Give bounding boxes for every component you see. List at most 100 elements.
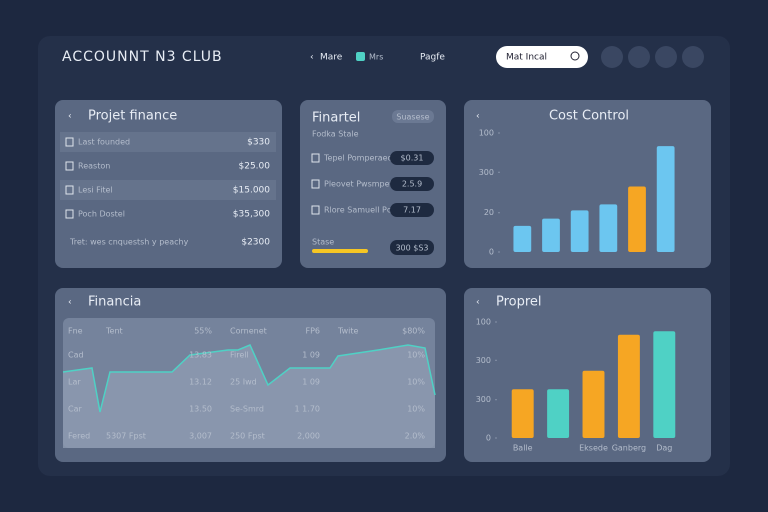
pill-value: 2.5.9 — [402, 180, 422, 189]
table-cell: 13.12 — [189, 378, 212, 387]
back[interactable]: ‹ — [68, 112, 72, 122]
x-tick-label: Dag — [656, 444, 672, 453]
footer-label: Stase — [312, 238, 334, 247]
table-header: $80% — [402, 327, 425, 336]
row-label: Poch Dostel — [78, 210, 125, 219]
bar — [617, 334, 640, 438]
table-cell: 10% — [407, 351, 425, 360]
row-bg — [60, 180, 276, 200]
row-bg — [60, 132, 276, 152]
y-tick-label: 0 — [486, 434, 491, 443]
bar — [656, 146, 675, 252]
pill — [390, 151, 434, 165]
trend-area — [63, 345, 435, 448]
table-header: Twite — [337, 327, 358, 336]
subtitle: Fodka Stale — [312, 130, 359, 139]
row-value: $35,300 — [233, 210, 270, 220]
table-header: Cornenet — [230, 327, 267, 336]
table-cell: Firell — [230, 351, 249, 360]
nav-item[interactable]: Mrs — [369, 53, 383, 62]
row-icon — [65, 161, 74, 171]
item-label: Tepel Pomperaed — [323, 154, 393, 163]
table-cell: Se-Smrd — [230, 405, 264, 414]
table-header: Tent — [105, 327, 123, 336]
row-label: Reaston — [78, 162, 110, 171]
icon-button[interactable] — [628, 46, 650, 68]
bar — [570, 210, 589, 252]
bar — [582, 370, 605, 438]
nav-icon — [356, 52, 365, 61]
icon-button[interactable] — [682, 46, 704, 68]
pill — [390, 203, 434, 217]
item-label: Rlore Samuell Pcotlle — [324, 206, 409, 215]
nav-item[interactable]: Pagfe — [420, 53, 445, 63]
table-cell: 13.83 — [189, 351, 212, 360]
x-tick-label: Ganberg — [612, 444, 646, 453]
item-label: Pleovet Pwsmpetl — [324, 180, 395, 189]
bar — [513, 225, 532, 252]
back[interactable]: ‹ — [68, 298, 72, 308]
badge-text: Suasese — [396, 113, 429, 122]
table-cell: 2.0% — [405, 432, 426, 441]
row-icon — [65, 185, 74, 195]
row-value: $330 — [247, 138, 270, 148]
nav-item[interactable]: Mare — [320, 53, 343, 63]
table-cell: 3,007 — [189, 432, 212, 441]
pill-value: 7.17 — [403, 206, 421, 215]
table-cell: 10% — [407, 405, 425, 414]
y-tick-label: 20 — [484, 208, 494, 217]
row-value: $15.000 — [233, 186, 270, 196]
nav-back[interactable]: ‹ — [310, 53, 314, 63]
table-cell: Cad — [68, 351, 84, 360]
table-cell: Car — [68, 405, 82, 414]
y-tick-label: 100 — [476, 318, 491, 327]
footer-value: $2300 — [241, 238, 270, 248]
y-tick-label: 300 — [479, 168, 494, 177]
bar — [653, 331, 676, 438]
brand: ACCOUNNT N3 CLUB — [62, 49, 223, 65]
row-icon — [65, 209, 74, 219]
row-value: $25.00 — [239, 162, 271, 172]
progress — [312, 249, 368, 253]
item-icon — [311, 205, 320, 215]
toolbar — [601, 46, 704, 68]
item-icon — [311, 153, 320, 163]
row-label: Last founded — [78, 138, 130, 147]
table-header: Fne — [68, 327, 83, 336]
search-icon — [570, 51, 580, 61]
table-cell: 1 1.70 — [295, 405, 320, 414]
search-text[interactable]: Mat Incal — [506, 53, 547, 63]
icon-button[interactable] — [655, 46, 677, 68]
search-box[interactable] — [496, 46, 588, 68]
card-title: Cost Control — [549, 109, 629, 124]
item-icon — [311, 179, 320, 189]
row-bg — [60, 204, 276, 224]
x-tick-label: Eksede — [579, 444, 608, 453]
bar — [628, 186, 646, 252]
table-cell: 2,000 — [297, 432, 320, 441]
icon-button[interactable] — [601, 46, 623, 68]
trend-line — [62, 344, 436, 413]
card-title: Financia — [88, 295, 141, 310]
bar — [542, 218, 560, 252]
bar — [511, 389, 534, 438]
table-cell: 25 Iwd — [230, 378, 257, 387]
x-tick-label: Balle — [513, 444, 533, 453]
back[interactable]: ‹ — [476, 298, 480, 308]
row-icon — [65, 137, 74, 147]
pill-value: 300 $S3 — [395, 244, 428, 253]
table-cell: 1 09 — [302, 378, 320, 387]
y-tick-label: 300 — [476, 395, 491, 404]
table-header: 55% — [194, 327, 212, 336]
footer-label: Tret: wes cnquestsh y peachy — [69, 238, 189, 247]
table-cell: 250 Fpst — [230, 432, 265, 441]
y-tick-label: 0 — [489, 248, 494, 257]
table-cell: 13.50 — [189, 405, 212, 414]
table-cell: Lar — [68, 378, 81, 387]
back[interactable]: ‹ — [476, 112, 480, 122]
row-label: Lesi Fitel — [78, 186, 113, 195]
card-title: Projet finance — [88, 109, 177, 124]
card — [300, 100, 446, 268]
table-cell: 10% — [407, 378, 425, 387]
